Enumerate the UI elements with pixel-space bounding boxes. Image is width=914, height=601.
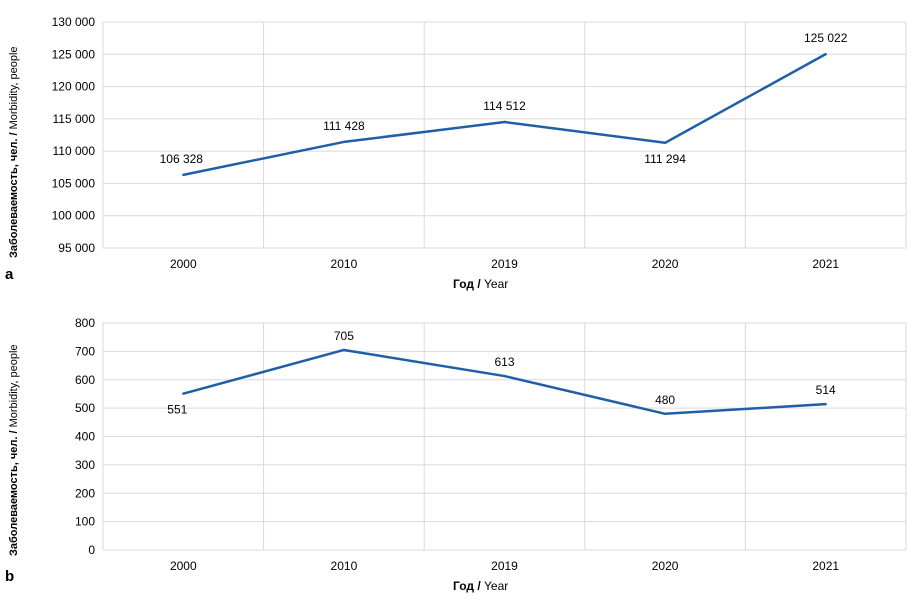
y-tick-label: 400: [75, 430, 95, 444]
data-label: 480: [655, 393, 675, 407]
chart-b-svg: 0 100 200 300 400 500 600 700 800 2000 2010 2019 202…: [75, 316, 907, 573]
y-tick-label: 100 000: [52, 209, 96, 223]
data-point: [182, 392, 185, 395]
x-axis-title: Год / Year: [453, 277, 509, 291]
data-label: 613: [494, 355, 514, 369]
data-label: 125 022: [804, 31, 848, 45]
y-tick-label: 0: [88, 543, 95, 557]
x-axis-title: Год / Year: [453, 579, 509, 593]
y-tick-label: 800: [75, 316, 95, 330]
data-point: [503, 374, 506, 378]
data-point: [663, 412, 667, 415]
y-tick-label: 700: [75, 344, 95, 358]
y-axis-title: Заболеваемость, чел. / Morbidity, people: [8, 344, 20, 556]
y-tick-label: 115 000: [53, 112, 96, 126]
y-tick-label: 600: [75, 373, 95, 387]
chart-a-svg: 95 000 100 000 105 000 110 000 115 000 120 00…: [52, 15, 907, 271]
y-tick-label: 125 000: [52, 47, 96, 61]
data-point: [824, 52, 827, 56]
x-tick-label: 2020: [652, 257, 679, 271]
data-point: [182, 173, 185, 177]
x-tick-label: 2021: [812, 559, 839, 573]
x-tick-label: 2019: [491, 257, 518, 271]
panel-label: a: [5, 266, 14, 283]
x-tick-label: 2010: [331, 257, 358, 271]
data-point: [503, 120, 506, 124]
data-label: 514: [816, 383, 836, 397]
data-label: 551: [167, 403, 187, 417]
y-tick-label: 200: [75, 486, 95, 500]
y-tick-label: 120 000: [52, 80, 96, 94]
data-point: [824, 402, 827, 406]
y-tick-label: 500: [75, 401, 95, 415]
x-tick-label: 2000: [170, 559, 197, 573]
y-axis-title: Заболеваемость, чел. / Morbidity, people: [8, 46, 20, 258]
data-label: 111 428: [323, 119, 365, 133]
x-tick-label: 2020: [652, 559, 679, 573]
data-point: [342, 348, 346, 352]
data-label: 111 294: [644, 152, 686, 166]
data-label: 705: [334, 329, 354, 343]
data-point: [342, 140, 346, 144]
data-label: 106 328: [160, 152, 204, 166]
data-label: 114 512: [483, 99, 526, 113]
x-tick-label: 2021: [812, 257, 839, 271]
y-tick-label: 100: [75, 515, 95, 529]
x-tick-label: 2000: [170, 257, 197, 271]
data-point: [663, 141, 667, 144]
chart-panel-b: 0 100 200 300 400 500 600 700 800 2000 2010 2019 202…: [0, 300, 914, 601]
y-tick-label: 130 000: [52, 15, 96, 29]
x-tick-label: 2019: [491, 559, 518, 573]
series-line: [183, 53, 827, 177]
y-tick-label: 110 000: [53, 144, 96, 158]
panel-label: b: [5, 568, 15, 585]
y-tick-label: 105 000: [52, 176, 96, 190]
y-tick-label: 300: [75, 458, 95, 472]
chart-panel-a: 95 000 100 000 105 000 110 000 115 000 120 00…: [0, 0, 914, 300]
y-tick-label: 95 000: [58, 241, 95, 255]
x-tick-label: 2010: [331, 559, 358, 573]
